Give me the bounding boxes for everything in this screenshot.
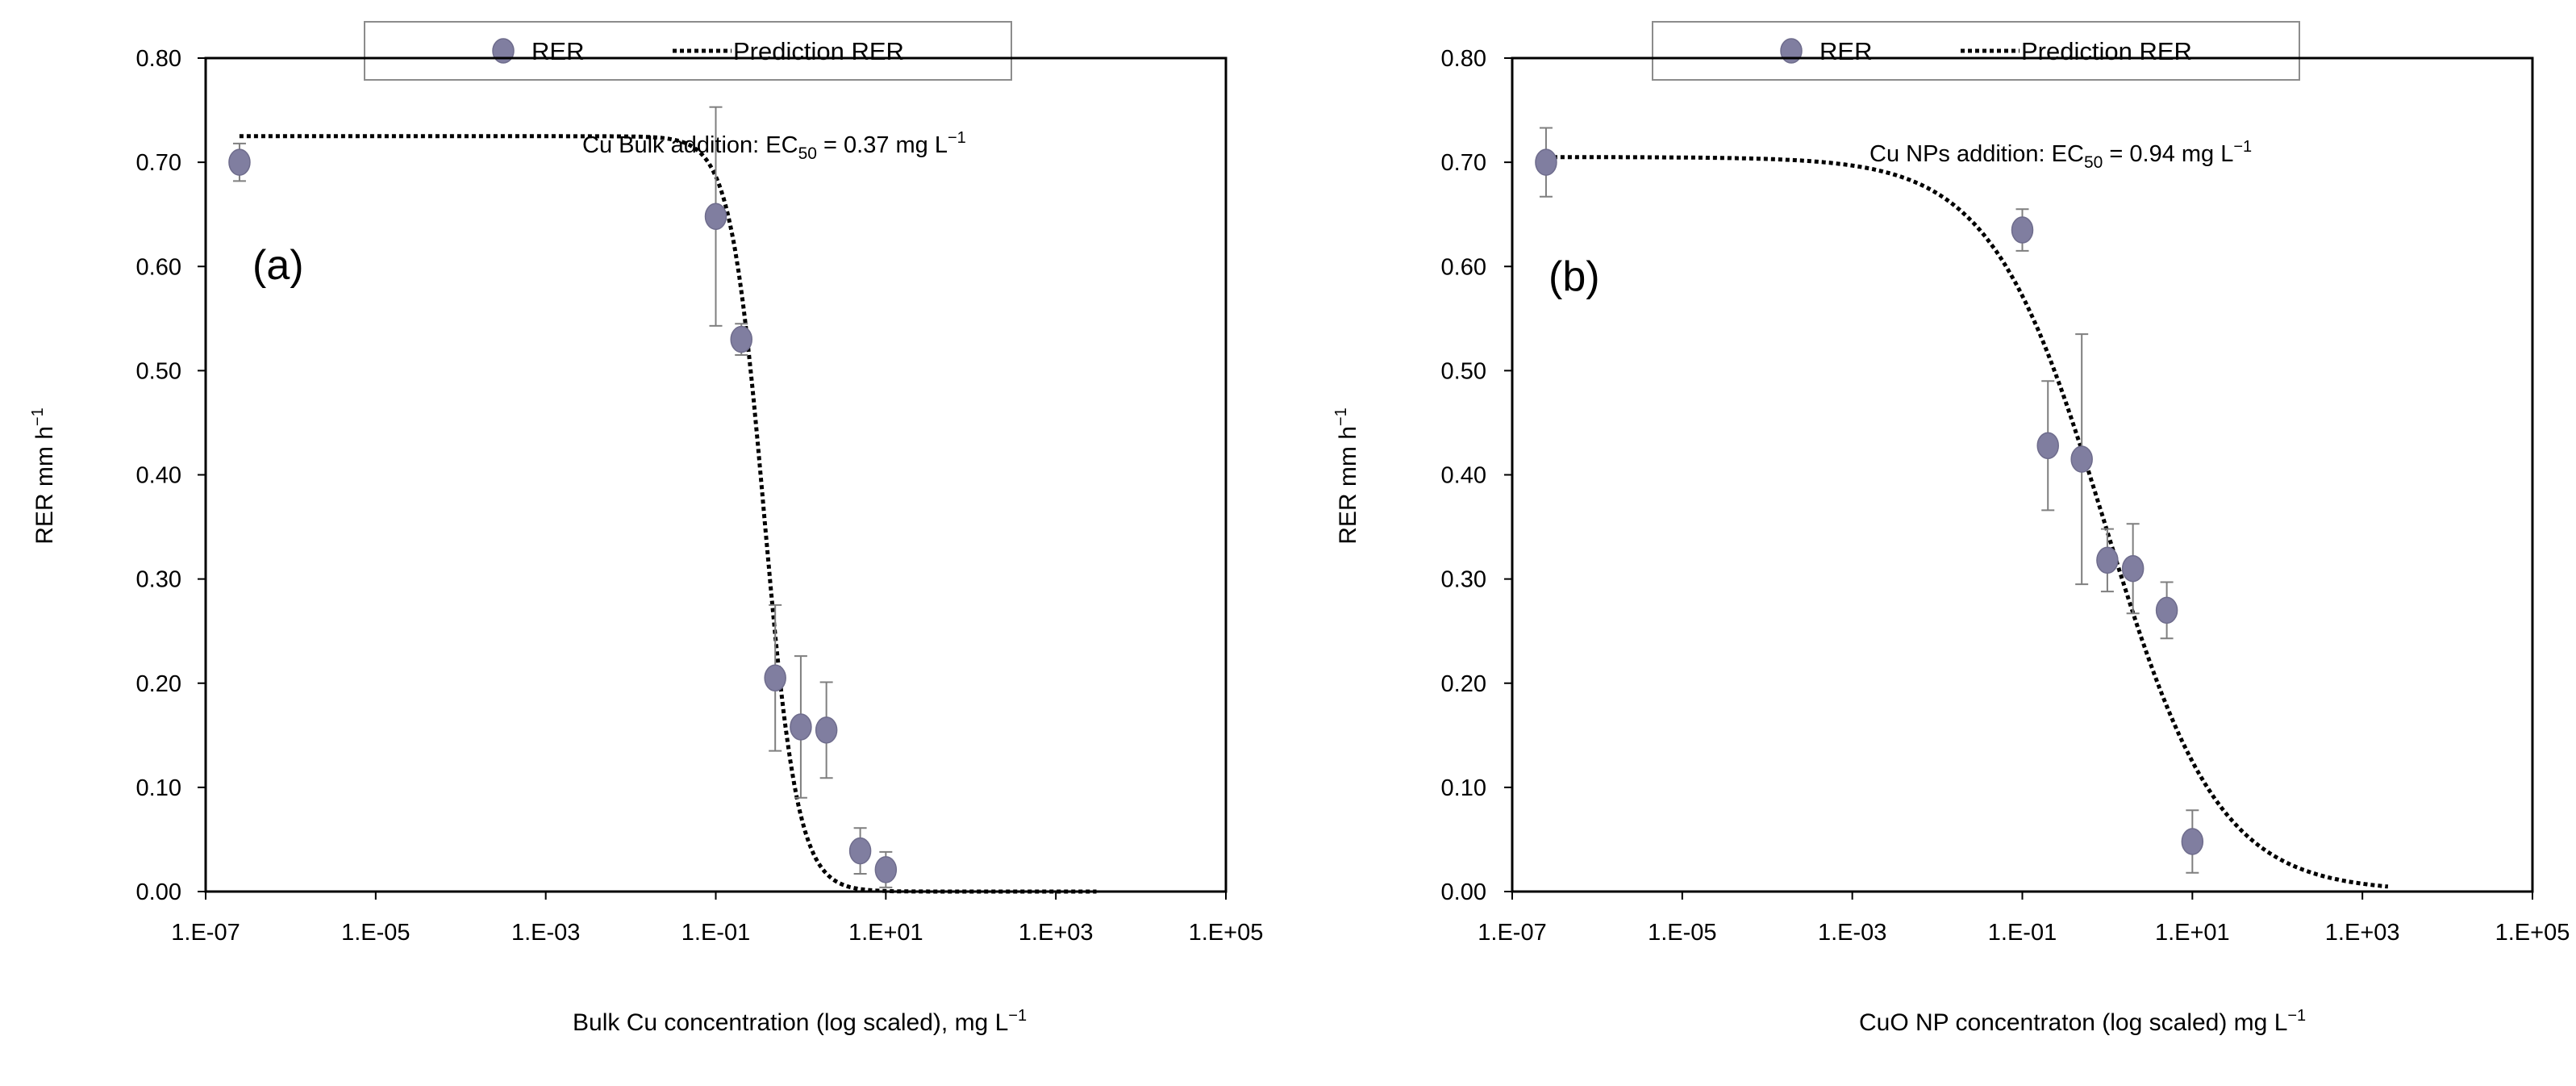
data-point [2181,828,2204,855]
y-axis-label: RER mm h−1 [29,407,58,545]
y-tick-label: 0.60 [1441,254,1486,280]
chart-panel-b: RER Prediction RER 0.00 0.10 0.20 0.30 0.40 0.5… [1332,21,2570,1036]
x-tick-label: 1.E-05 [1648,920,1716,946]
legend-label-rer: RER [1819,37,1872,65]
x-tick-label: 1.E-05 [341,920,410,946]
x-tick-label: 1.E-07 [171,920,240,946]
y-tick-label: 0.30 [1441,567,1486,593]
y-tick-label: 0.20 [136,671,181,697]
x-axis-label: CuO NP concentraton (log scaled) mg L−1 [1859,1007,2306,1036]
data-point [730,325,752,353]
y-tick-label: 0.70 [1441,150,1486,176]
data-point [2036,432,2059,460]
legend-label-prediction: Prediction RER [733,37,904,65]
x-tick-label: 1.E-01 [1988,920,2057,946]
data-point [1535,148,1557,176]
panel-label: (b) [1549,253,1600,300]
y-tick-label: 0.40 [1441,463,1486,489]
y-tick-label: 0.20 [1441,671,1486,697]
x-tick-label: 1.E-07 [1478,920,1546,946]
data-point [790,713,812,741]
y-tick-label: 0.10 [136,775,181,801]
x-tick-label: 1.E-03 [511,920,580,946]
x-tick-label: 1.E+05 [2495,920,2570,946]
y-axis-label: RER mm h−1 [1332,407,1361,545]
prediction-curve [239,134,1097,894]
x-tick-label: 1.E+05 [1189,920,1264,946]
plot-frame [1511,56,2534,893]
legend-label-prediction: Prediction RER [2021,37,2192,65]
y-tick-label: 0.00 [1441,879,1486,905]
legend-label-rer: RER [531,37,584,65]
panel-label: (a) [252,242,304,289]
data-point [815,716,838,744]
y-tick-label: 0.80 [1441,46,1486,72]
x-tick-label: 1.E+03 [1019,920,1094,946]
chart-panel-a: RER Prediction RER 0.00 0.10 0.20 0.30 0.40 0.5… [29,21,1264,1036]
data-point [2096,546,2119,574]
y-tick-label: 0.70 [136,150,181,176]
data-point [704,203,727,231]
prediction-curve [1545,155,2389,889]
ec50-annotation: Cu NPs addition: EC50 = 0.94 mg L−1 [1869,138,2252,172]
x-tick-label: 1.E-03 [1818,920,1886,946]
x-tick-label: 1.E+01 [2155,920,2230,946]
data-point [2011,216,2034,244]
ec50-annotation: Cu Bulk addition: EC50 = 0.37 mg L−1 [582,129,966,163]
y-tick-label: 0.40 [136,463,181,489]
x-tick-label: 1.E+03 [2325,920,2400,946]
x-axis-label: Bulk Cu concentration (log scaled), mg L… [573,1007,1027,1036]
y-tick-label: 0.10 [1441,775,1486,801]
x-tick-label: 1.E+01 [848,920,923,946]
y-tick-label: 0.30 [136,567,181,593]
data-point [2155,596,2178,624]
y-tick-label: 0.80 [136,46,181,72]
plot-frame [204,56,1228,893]
y-tick-label: 0.50 [136,358,181,384]
y-tick-label: 0.00 [136,879,181,905]
data-point [848,837,872,865]
data-point [2070,445,2093,473]
data-point [874,856,898,883]
y-tick-label: 0.60 [136,254,181,280]
data-point [228,148,251,176]
x-tick-label: 1.E-01 [682,920,750,946]
y-tick-label: 0.50 [1441,358,1486,384]
data-point [2121,554,2145,583]
data-point [764,664,786,692]
